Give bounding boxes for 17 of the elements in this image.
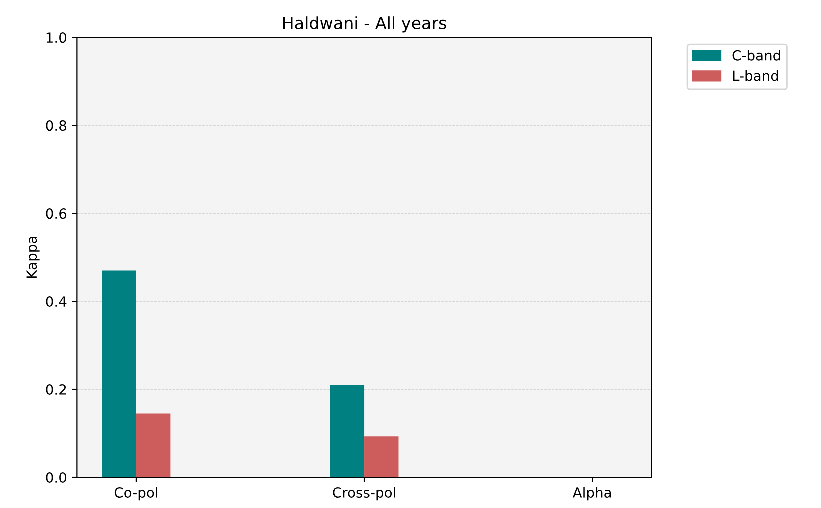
y-tick-label: 0.4 <box>46 296 67 308</box>
legend-label: C-band <box>732 50 780 61</box>
legend-label: L-band <box>733 70 778 82</box>
y-tick-label: 0.6 <box>46 208 67 220</box>
x-tick-label: Co-pol <box>114 487 158 501</box>
y-tick-label: 0.2 <box>46 384 66 396</box>
chart-title: Haldwani - All years <box>283 16 446 33</box>
bar <box>364 436 399 478</box>
bar <box>136 414 171 478</box>
bar <box>102 270 136 478</box>
x-tick-label: Cross-pol <box>333 487 396 501</box>
y-tick-label: 0.0 <box>46 472 67 483</box>
bar <box>330 385 365 478</box>
y-axis-title: Kappa <box>26 237 40 278</box>
x-tick-label: Alpha <box>572 487 612 501</box>
y-tick-label: 0.8 <box>46 120 66 132</box>
y-tick-label: 1.0 <box>46 32 67 44</box>
